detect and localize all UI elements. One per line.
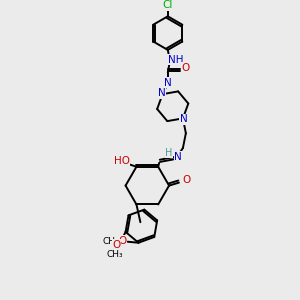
Text: NH: NH: [168, 55, 184, 65]
Text: CH₃: CH₃: [106, 250, 123, 259]
Text: N: N: [158, 88, 166, 98]
Text: CH₃: CH₃: [103, 237, 119, 246]
Text: O: O: [118, 236, 127, 246]
Text: HO: HO: [114, 156, 130, 166]
Text: N: N: [180, 114, 188, 124]
Text: N: N: [174, 152, 182, 162]
Text: O: O: [112, 240, 121, 250]
Text: O: O: [182, 63, 190, 73]
Text: O: O: [183, 175, 191, 185]
Text: N: N: [164, 77, 172, 88]
Text: H: H: [165, 148, 173, 158]
Text: Cl: Cl: [163, 0, 173, 11]
